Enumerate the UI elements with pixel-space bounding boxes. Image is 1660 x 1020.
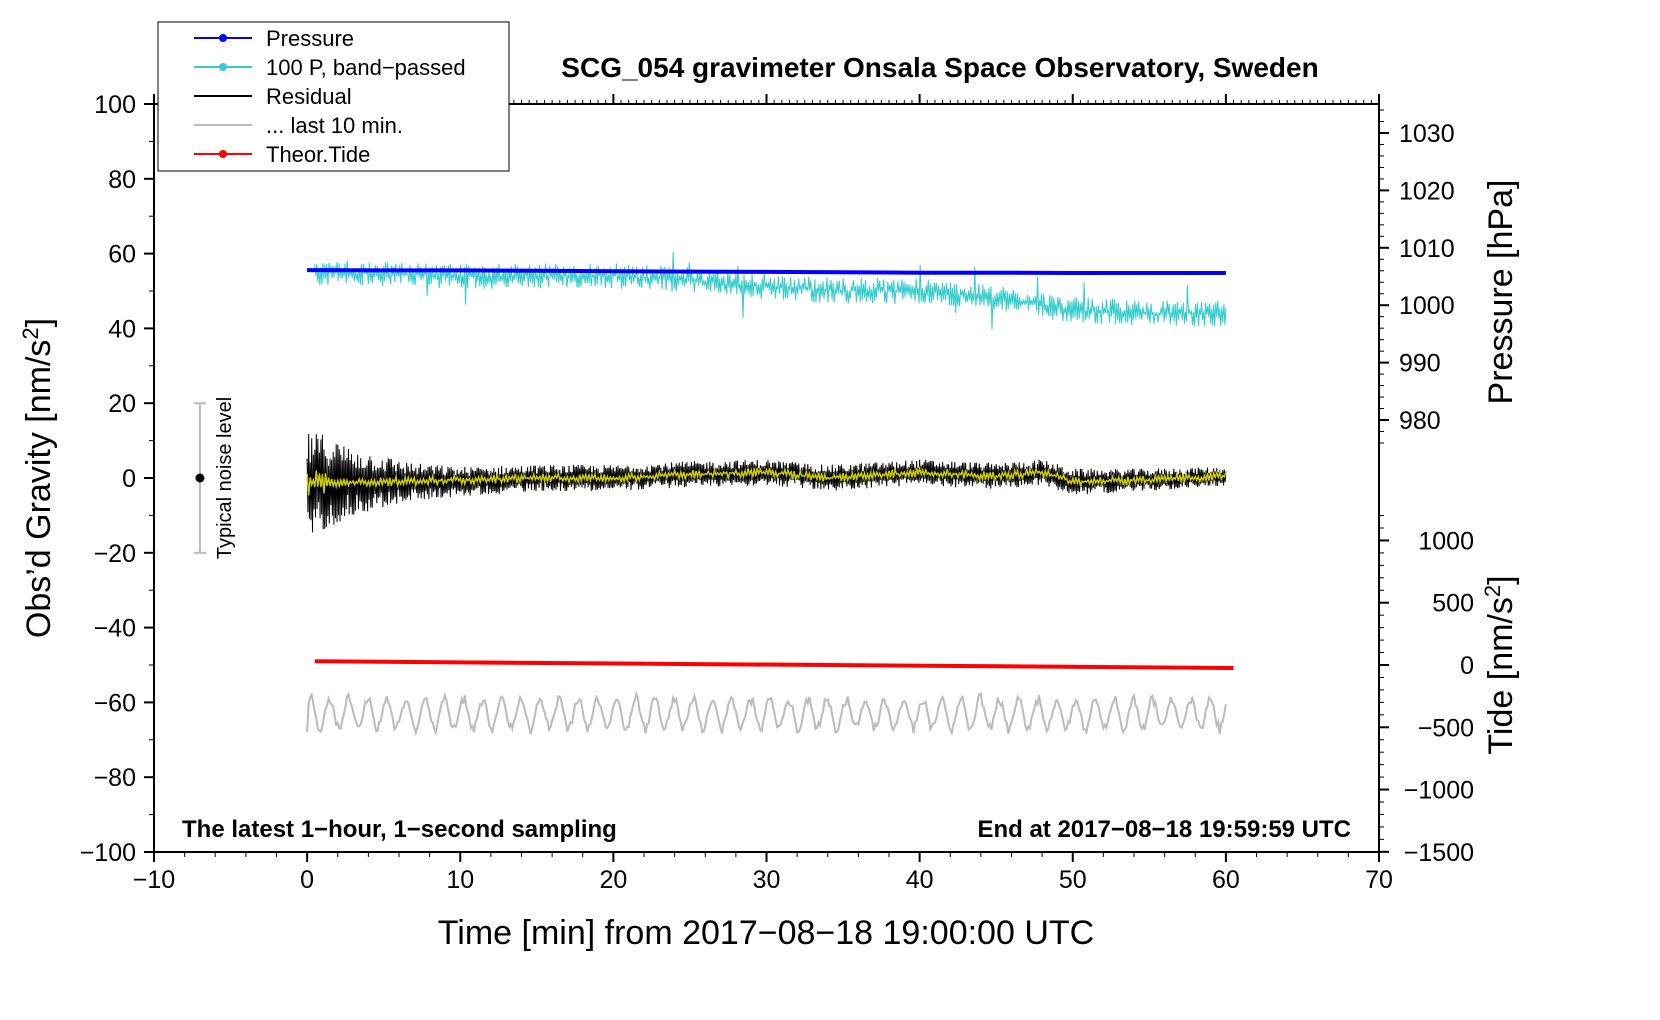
x-tick-label: 10 (446, 866, 474, 894)
legend-marker (219, 63, 227, 71)
pressure-tick-label: 980 (1399, 407, 1441, 435)
series-theor-tide (314, 659, 1234, 670)
noise-label: Typical noise level (214, 397, 236, 559)
pressure-tick-label: 1010 (1399, 235, 1455, 263)
legend-label: Theor.Tide (266, 142, 370, 167)
y-axis-title-main: Obs’d Gravity [nm/s (20, 340, 58, 639)
y-tick-label: −100 (80, 839, 136, 867)
x-tick-label: 30 (753, 866, 781, 894)
y-tick-label: 80 (108, 166, 136, 194)
pressure-tick-label: 1000 (1399, 292, 1455, 320)
pressure-tick-label: 1020 (1399, 177, 1455, 205)
tide-axis-title-main: Tide [nm/s (1482, 597, 1520, 754)
y-tick-label: 20 (108, 390, 136, 418)
legend-label: Residual (266, 84, 352, 109)
series-last-10-min (306, 690, 1227, 737)
y-axis-title-sup: 2 (18, 327, 43, 339)
tide-tick-label: 500 (1432, 590, 1474, 618)
noise-indicator: Typical noise level (193, 397, 236, 559)
series-residual-smoothed (306, 465, 1227, 496)
series-pressure-bandpassed (314, 251, 1227, 330)
series-residual (306, 433, 1227, 533)
tide-tick-label: 0 (1460, 652, 1474, 680)
legend-label: Pressure (266, 26, 354, 51)
axis-ticks: −10 0 10 20 30 40 50 60 70−100−80−60−40−20020406… (80, 91, 1474, 894)
y-tick-label: −60 (94, 689, 136, 717)
tide-tick-label: 1000 (1418, 527, 1474, 555)
pressure-tick-label: 1030 (1399, 120, 1455, 148)
series-layer (306, 251, 1234, 737)
tide-axis-title: Tide [nm/s2] (1480, 575, 1521, 754)
series-pressure (307, 268, 1226, 275)
annotation-bottom-left: The latest 1−hour, 1−second sampling (182, 816, 617, 843)
x-tick-label: −10 (133, 866, 175, 894)
y-axis-title-end: ] (20, 318, 58, 327)
x-tick-label: 70 (1365, 866, 1393, 894)
x-tick-label: 0 (300, 866, 314, 894)
tide-tick-label: −500 (1418, 714, 1474, 742)
pressure-axis-title: Pressure [hPa] (1482, 180, 1520, 405)
x-tick-label: 60 (1212, 866, 1240, 894)
y-tick-label: 0 (122, 465, 136, 493)
x-tick-label: 40 (906, 866, 934, 894)
chart-title: SCG_054 gravimeter Onsala Space Observat… (561, 52, 1318, 83)
y-tick-label: 60 (108, 241, 136, 269)
tide-axis-title-sup: 2 (1480, 585, 1505, 597)
legend-marker (219, 34, 227, 42)
legend-marker (219, 150, 227, 158)
legend-entries: Pressure 100 P, band−passed Residual ... la… (194, 26, 466, 167)
y-tick-label: 40 (108, 315, 136, 343)
noise-center-dot (195, 473, 205, 483)
y-tick-label: −20 (94, 540, 136, 568)
y-axis-title: Obs’d Gravity [nm/s2] (18, 318, 59, 638)
annotation-bottom-right: End at 2017−08−18 19:59:59 UTC (977, 816, 1351, 843)
legend-label: 100 P, band−passed (266, 55, 466, 80)
x-axis-title: Time [min] from 2017−08−18 19:00:00 UTC (438, 914, 1094, 952)
x-tick-label: 50 (1059, 866, 1087, 894)
legend-label: ... last 10 min. (266, 113, 403, 138)
y-tick-label: −40 (94, 615, 136, 643)
y-tick-label: 100 (94, 91, 136, 119)
pressure-tick-label: 990 (1399, 350, 1441, 378)
tide-tick-label: −1500 (1404, 839, 1474, 867)
tide-tick-label: −1000 (1404, 777, 1474, 805)
x-tick-label: 20 (599, 866, 627, 894)
legend: Pressure 100 P, band−passed Residual ... la… (157, 21, 510, 172)
y-tick-label: −80 (94, 764, 136, 792)
tide-axis-title-end: ] (1482, 575, 1520, 584)
